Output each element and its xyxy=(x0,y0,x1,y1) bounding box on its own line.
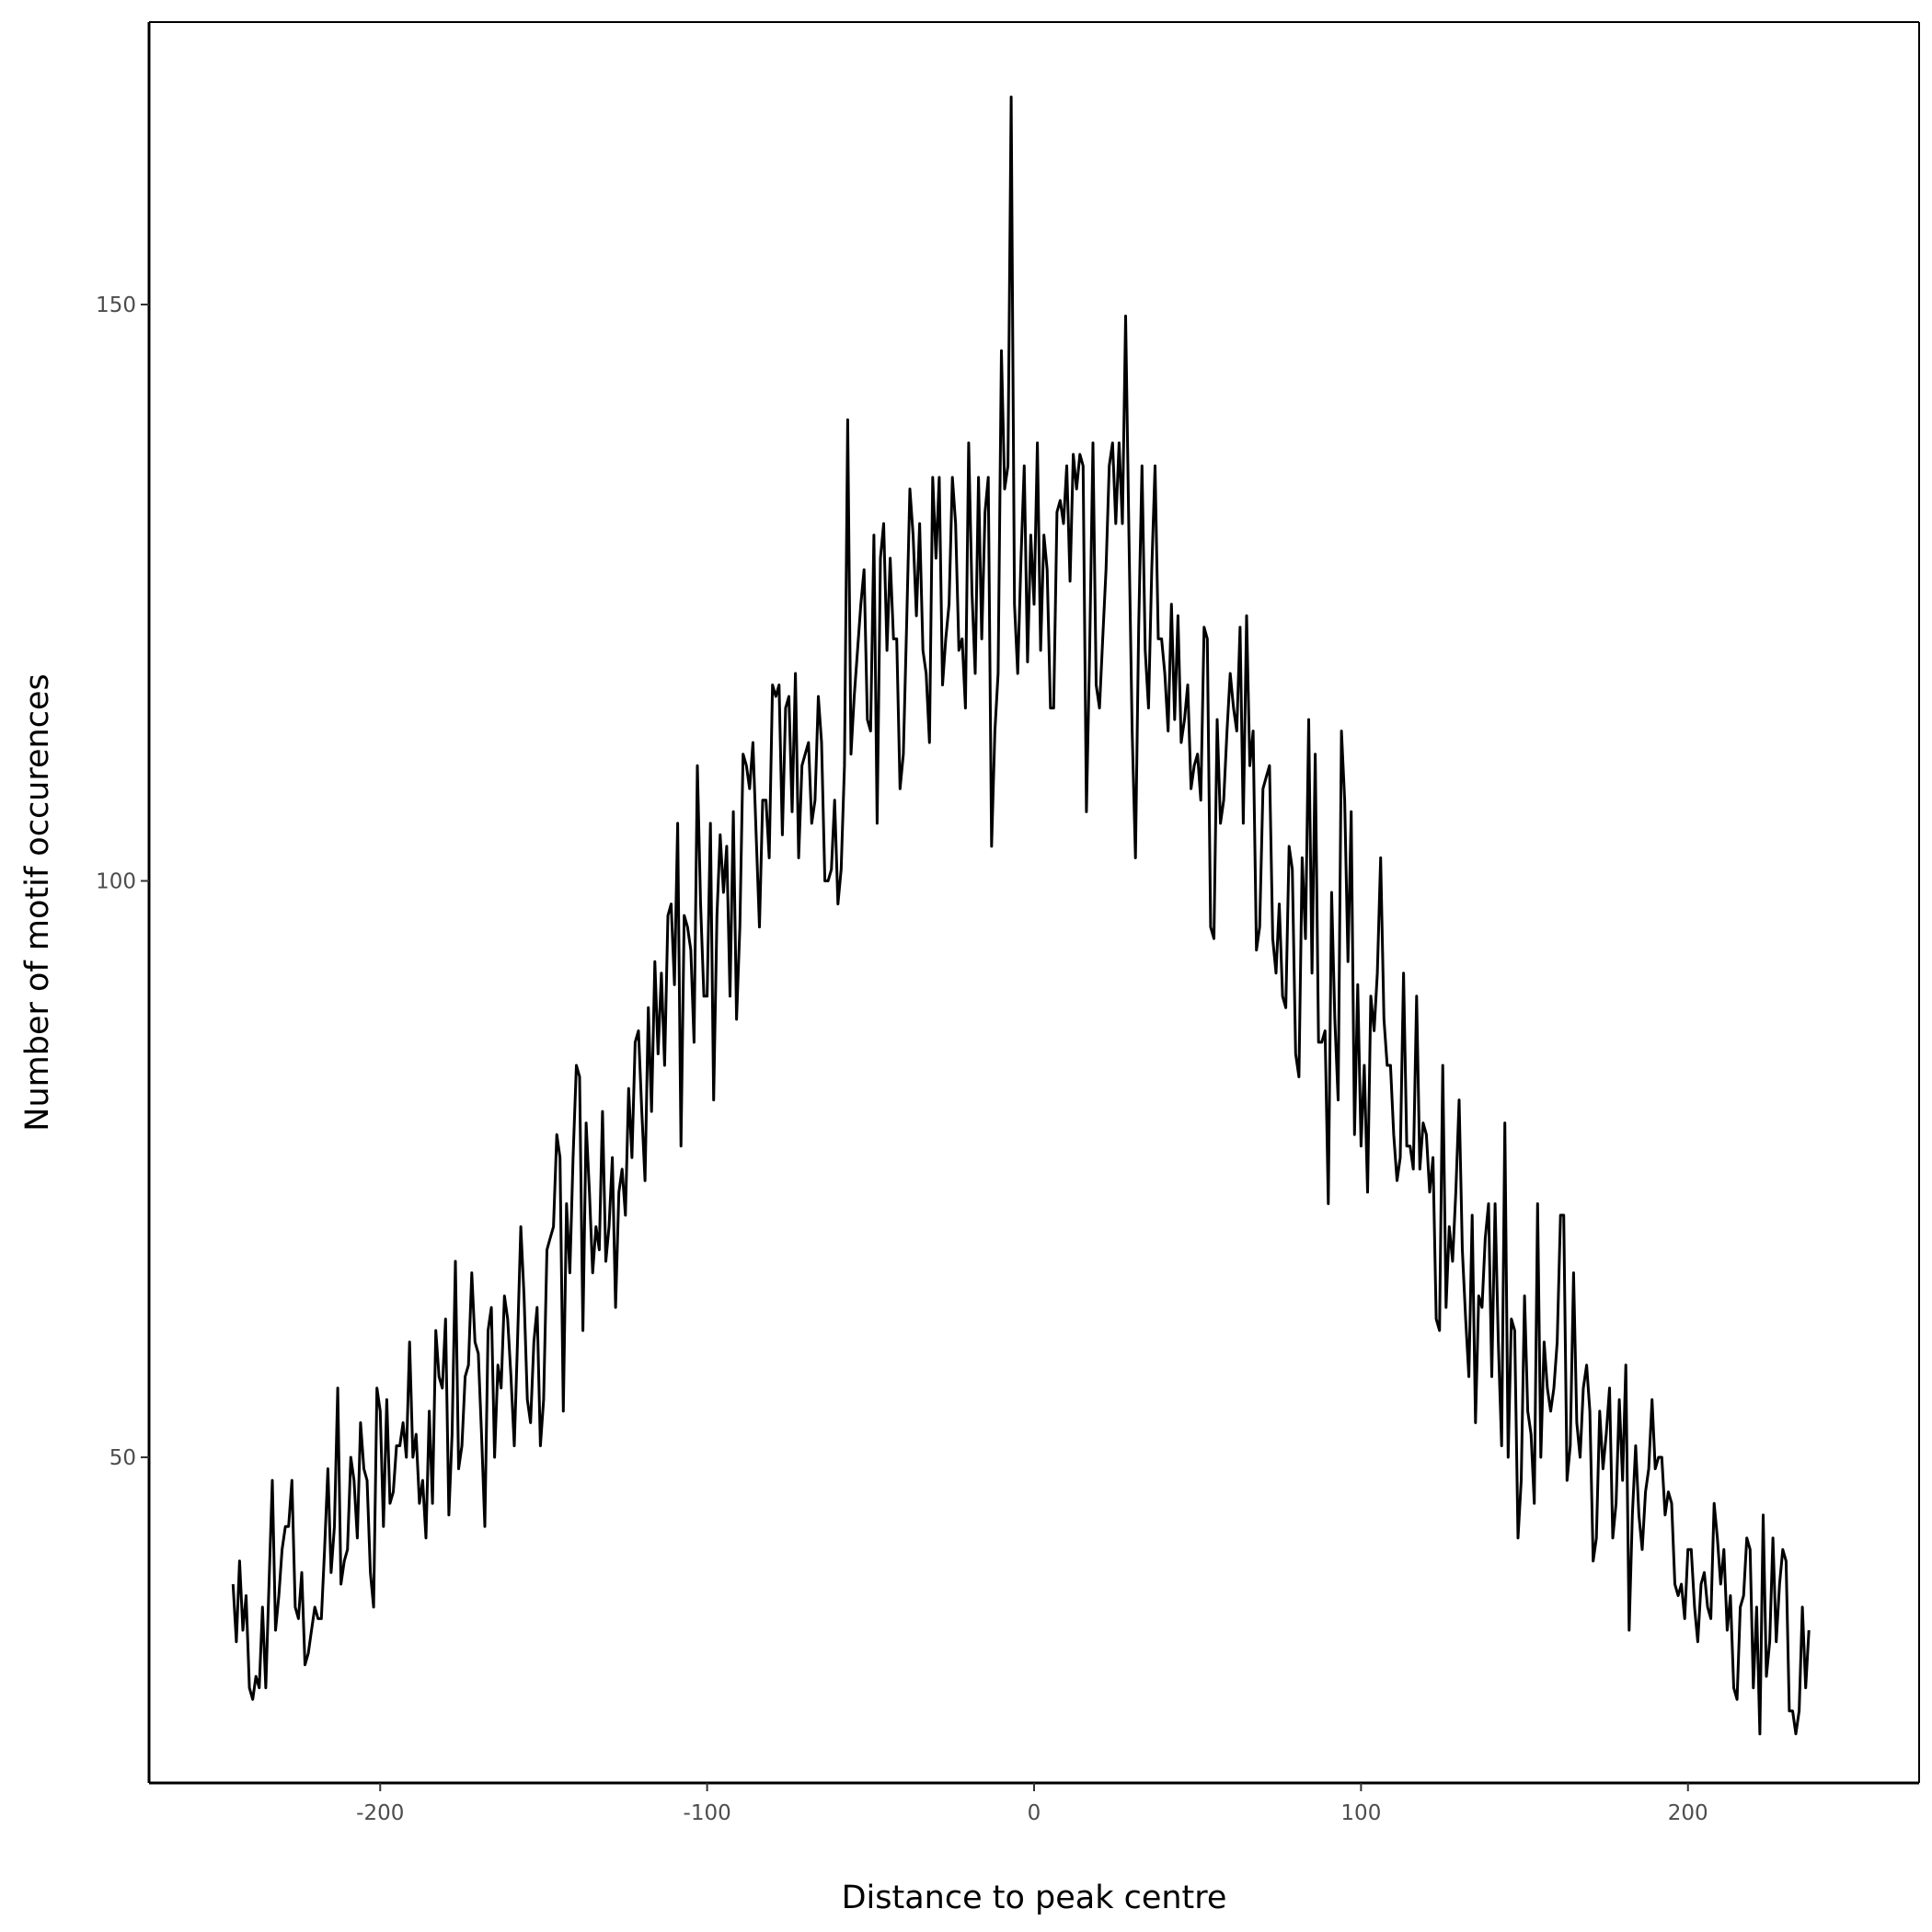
x-tick-label: 100 xyxy=(1340,1801,1381,1825)
y-axis-title: Number of motif occurences xyxy=(19,673,56,1131)
x-tick-label: -200 xyxy=(356,1801,404,1825)
series-line xyxy=(231,95,1811,1736)
x-axis-title: Distance to peak centre xyxy=(842,1880,1227,1916)
x-tick-label: 200 xyxy=(1668,1801,1708,1825)
plot-panel xyxy=(149,22,1919,1783)
y-tick-label: 150 xyxy=(96,293,136,317)
y-tick-label: 50 xyxy=(109,1446,136,1470)
x-tick-label: -100 xyxy=(684,1801,731,1825)
x-tick-label: 0 xyxy=(1028,1801,1041,1825)
y-tick-label: 100 xyxy=(96,870,136,894)
